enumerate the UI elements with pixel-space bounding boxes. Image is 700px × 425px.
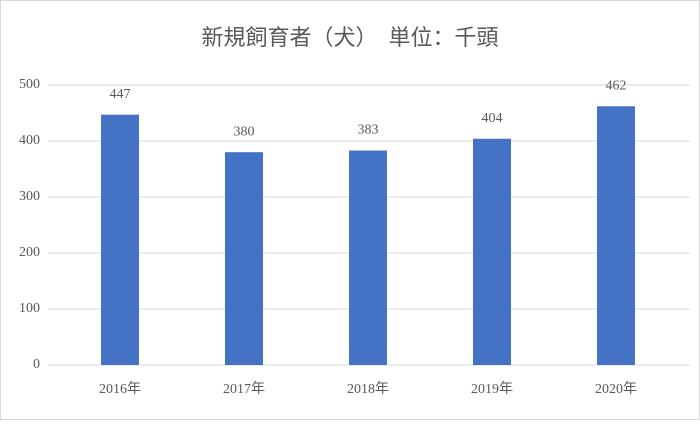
y-tick-label: 300 bbox=[19, 189, 40, 204]
x-tick-label: 2017年 bbox=[223, 381, 265, 397]
bar bbox=[101, 114, 139, 366]
data-label: 462 bbox=[606, 78, 627, 93]
bar bbox=[597, 106, 635, 365]
bar bbox=[225, 152, 263, 365]
data-label: 380 bbox=[234, 124, 255, 139]
data-label: 404 bbox=[482, 111, 503, 126]
bar bbox=[473, 138, 511, 365]
y-tick-label: 200 bbox=[19, 245, 40, 260]
chart-title: 新規飼育者（犬） 単位：千頭 bbox=[201, 25, 498, 50]
x-tick-label: 2018年 bbox=[347, 381, 389, 397]
y-tick-label: 400 bbox=[19, 133, 40, 148]
x-tick-label: 2016年 bbox=[99, 381, 141, 397]
bar bbox=[349, 150, 387, 365]
x-tick-label: 2020年 bbox=[595, 381, 637, 397]
x-tick-label: 2019年 bbox=[471, 381, 513, 397]
y-tick-label: 500 bbox=[19, 77, 40, 92]
data-label: 447 bbox=[110, 87, 131, 102]
data-label: 383 bbox=[358, 123, 379, 138]
y-tick-label: 100 bbox=[19, 301, 40, 316]
y-tick-label: 0 bbox=[33, 357, 40, 372]
